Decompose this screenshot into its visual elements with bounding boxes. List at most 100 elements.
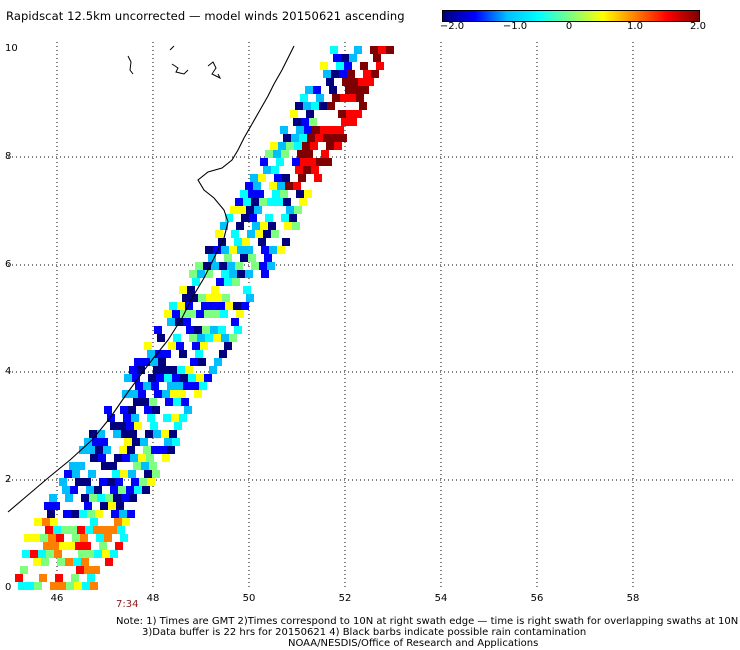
wind-cell bbox=[118, 486, 126, 494]
wind-cell bbox=[297, 150, 305, 158]
wind-cell bbox=[92, 566, 100, 574]
wind-cell bbox=[334, 142, 342, 150]
wind-cell bbox=[73, 558, 81, 566]
wind-cell bbox=[75, 478, 83, 486]
wind-cell bbox=[128, 470, 136, 478]
wind-cell bbox=[208, 254, 216, 262]
wind-cell bbox=[307, 134, 315, 142]
wind-cell bbox=[219, 262, 227, 270]
wind-cell bbox=[52, 502, 60, 510]
wind-cell bbox=[290, 110, 298, 118]
wind-cell bbox=[79, 510, 87, 518]
wind-cell bbox=[386, 46, 394, 54]
wind-cell bbox=[294, 142, 302, 150]
wind-cell bbox=[77, 462, 85, 470]
wind-cell bbox=[211, 262, 219, 270]
wind-cell bbox=[214, 358, 222, 366]
wind-cell bbox=[170, 390, 178, 398]
x-tick-label: 56 bbox=[531, 593, 544, 604]
wind-cell bbox=[129, 430, 137, 438]
wind-cell bbox=[225, 214, 233, 222]
wind-cell bbox=[243, 198, 251, 206]
wind-cell bbox=[294, 206, 302, 214]
wind-cell bbox=[100, 438, 108, 446]
wind-cell bbox=[311, 102, 319, 110]
wind-cell bbox=[236, 310, 244, 318]
wind-cell bbox=[269, 246, 277, 254]
wind-cell bbox=[331, 70, 339, 78]
wind-cell bbox=[270, 142, 278, 150]
wind-cell bbox=[341, 54, 349, 62]
wind-cell bbox=[113, 430, 121, 438]
wind-cell bbox=[111, 510, 119, 518]
wind-cell bbox=[221, 246, 229, 254]
wind-cell bbox=[158, 358, 166, 366]
wind-cell bbox=[129, 366, 137, 374]
wind-cell bbox=[234, 326, 242, 334]
wind-cell bbox=[96, 534, 104, 542]
wind-cell bbox=[165, 398, 173, 406]
wind-cell bbox=[39, 574, 47, 582]
wind-cell bbox=[302, 142, 310, 150]
wind-cell bbox=[241, 302, 249, 310]
wind-cell bbox=[72, 534, 80, 542]
wind-cell bbox=[232, 278, 240, 286]
wind-cell bbox=[174, 422, 182, 430]
wind-cell bbox=[22, 550, 30, 558]
wind-cell bbox=[115, 542, 123, 550]
wind-cell bbox=[108, 502, 116, 510]
wind-cell bbox=[305, 86, 313, 94]
wind-cell bbox=[182, 294, 190, 302]
wind-cell bbox=[251, 262, 259, 270]
wind-cell bbox=[201, 302, 209, 310]
wind-cell bbox=[147, 414, 155, 422]
wind-cell bbox=[162, 454, 170, 462]
wind-cell bbox=[281, 150, 289, 158]
wind-cell bbox=[240, 190, 248, 198]
wind-cell bbox=[312, 126, 320, 134]
wind-cell bbox=[195, 262, 203, 270]
wind-cell bbox=[220, 310, 228, 318]
wind-cell bbox=[168, 342, 176, 350]
wind-cell bbox=[121, 494, 129, 502]
wind-cell bbox=[113, 494, 121, 502]
map-title: Rapidscat 12.5km uncorrected — model win… bbox=[6, 9, 405, 23]
wind-cell bbox=[237, 246, 245, 254]
wind-cell bbox=[356, 94, 364, 102]
wind-cell bbox=[224, 342, 232, 350]
wind-cell bbox=[194, 390, 202, 398]
wind-cell bbox=[268, 222, 276, 230]
wind-cell bbox=[254, 206, 262, 214]
swath-data-cells bbox=[15, 46, 394, 590]
wind-cell bbox=[204, 374, 212, 382]
wind-cell bbox=[316, 158, 324, 166]
wind-cell bbox=[237, 270, 245, 278]
wind-cell bbox=[61, 526, 69, 534]
wind-cell bbox=[275, 198, 283, 206]
wind-cell bbox=[261, 246, 269, 254]
wind-cell bbox=[283, 198, 291, 206]
wind-cell bbox=[123, 414, 131, 422]
wind-cell bbox=[30, 550, 38, 558]
wind-cell bbox=[229, 246, 237, 254]
wind-cell bbox=[104, 534, 112, 542]
wind-cell bbox=[221, 270, 229, 278]
wind-cell bbox=[248, 190, 256, 198]
wind-cell bbox=[309, 118, 317, 126]
wind-cell bbox=[373, 54, 381, 62]
wind-cell bbox=[299, 198, 307, 206]
wind-cell bbox=[105, 558, 113, 566]
wind-cell bbox=[144, 406, 152, 414]
wind-cell bbox=[323, 70, 331, 78]
wind-cell bbox=[203, 262, 211, 270]
wind-cell bbox=[59, 542, 67, 550]
wind-cell bbox=[169, 302, 177, 310]
wind-cell bbox=[261, 270, 269, 278]
wind-cell bbox=[209, 302, 217, 310]
wind-cell bbox=[65, 494, 73, 502]
wind-cell bbox=[143, 382, 151, 390]
wind-cell bbox=[286, 206, 294, 214]
wind-cell bbox=[308, 158, 316, 166]
wind-cell bbox=[255, 230, 263, 238]
wind-cell bbox=[159, 446, 167, 454]
